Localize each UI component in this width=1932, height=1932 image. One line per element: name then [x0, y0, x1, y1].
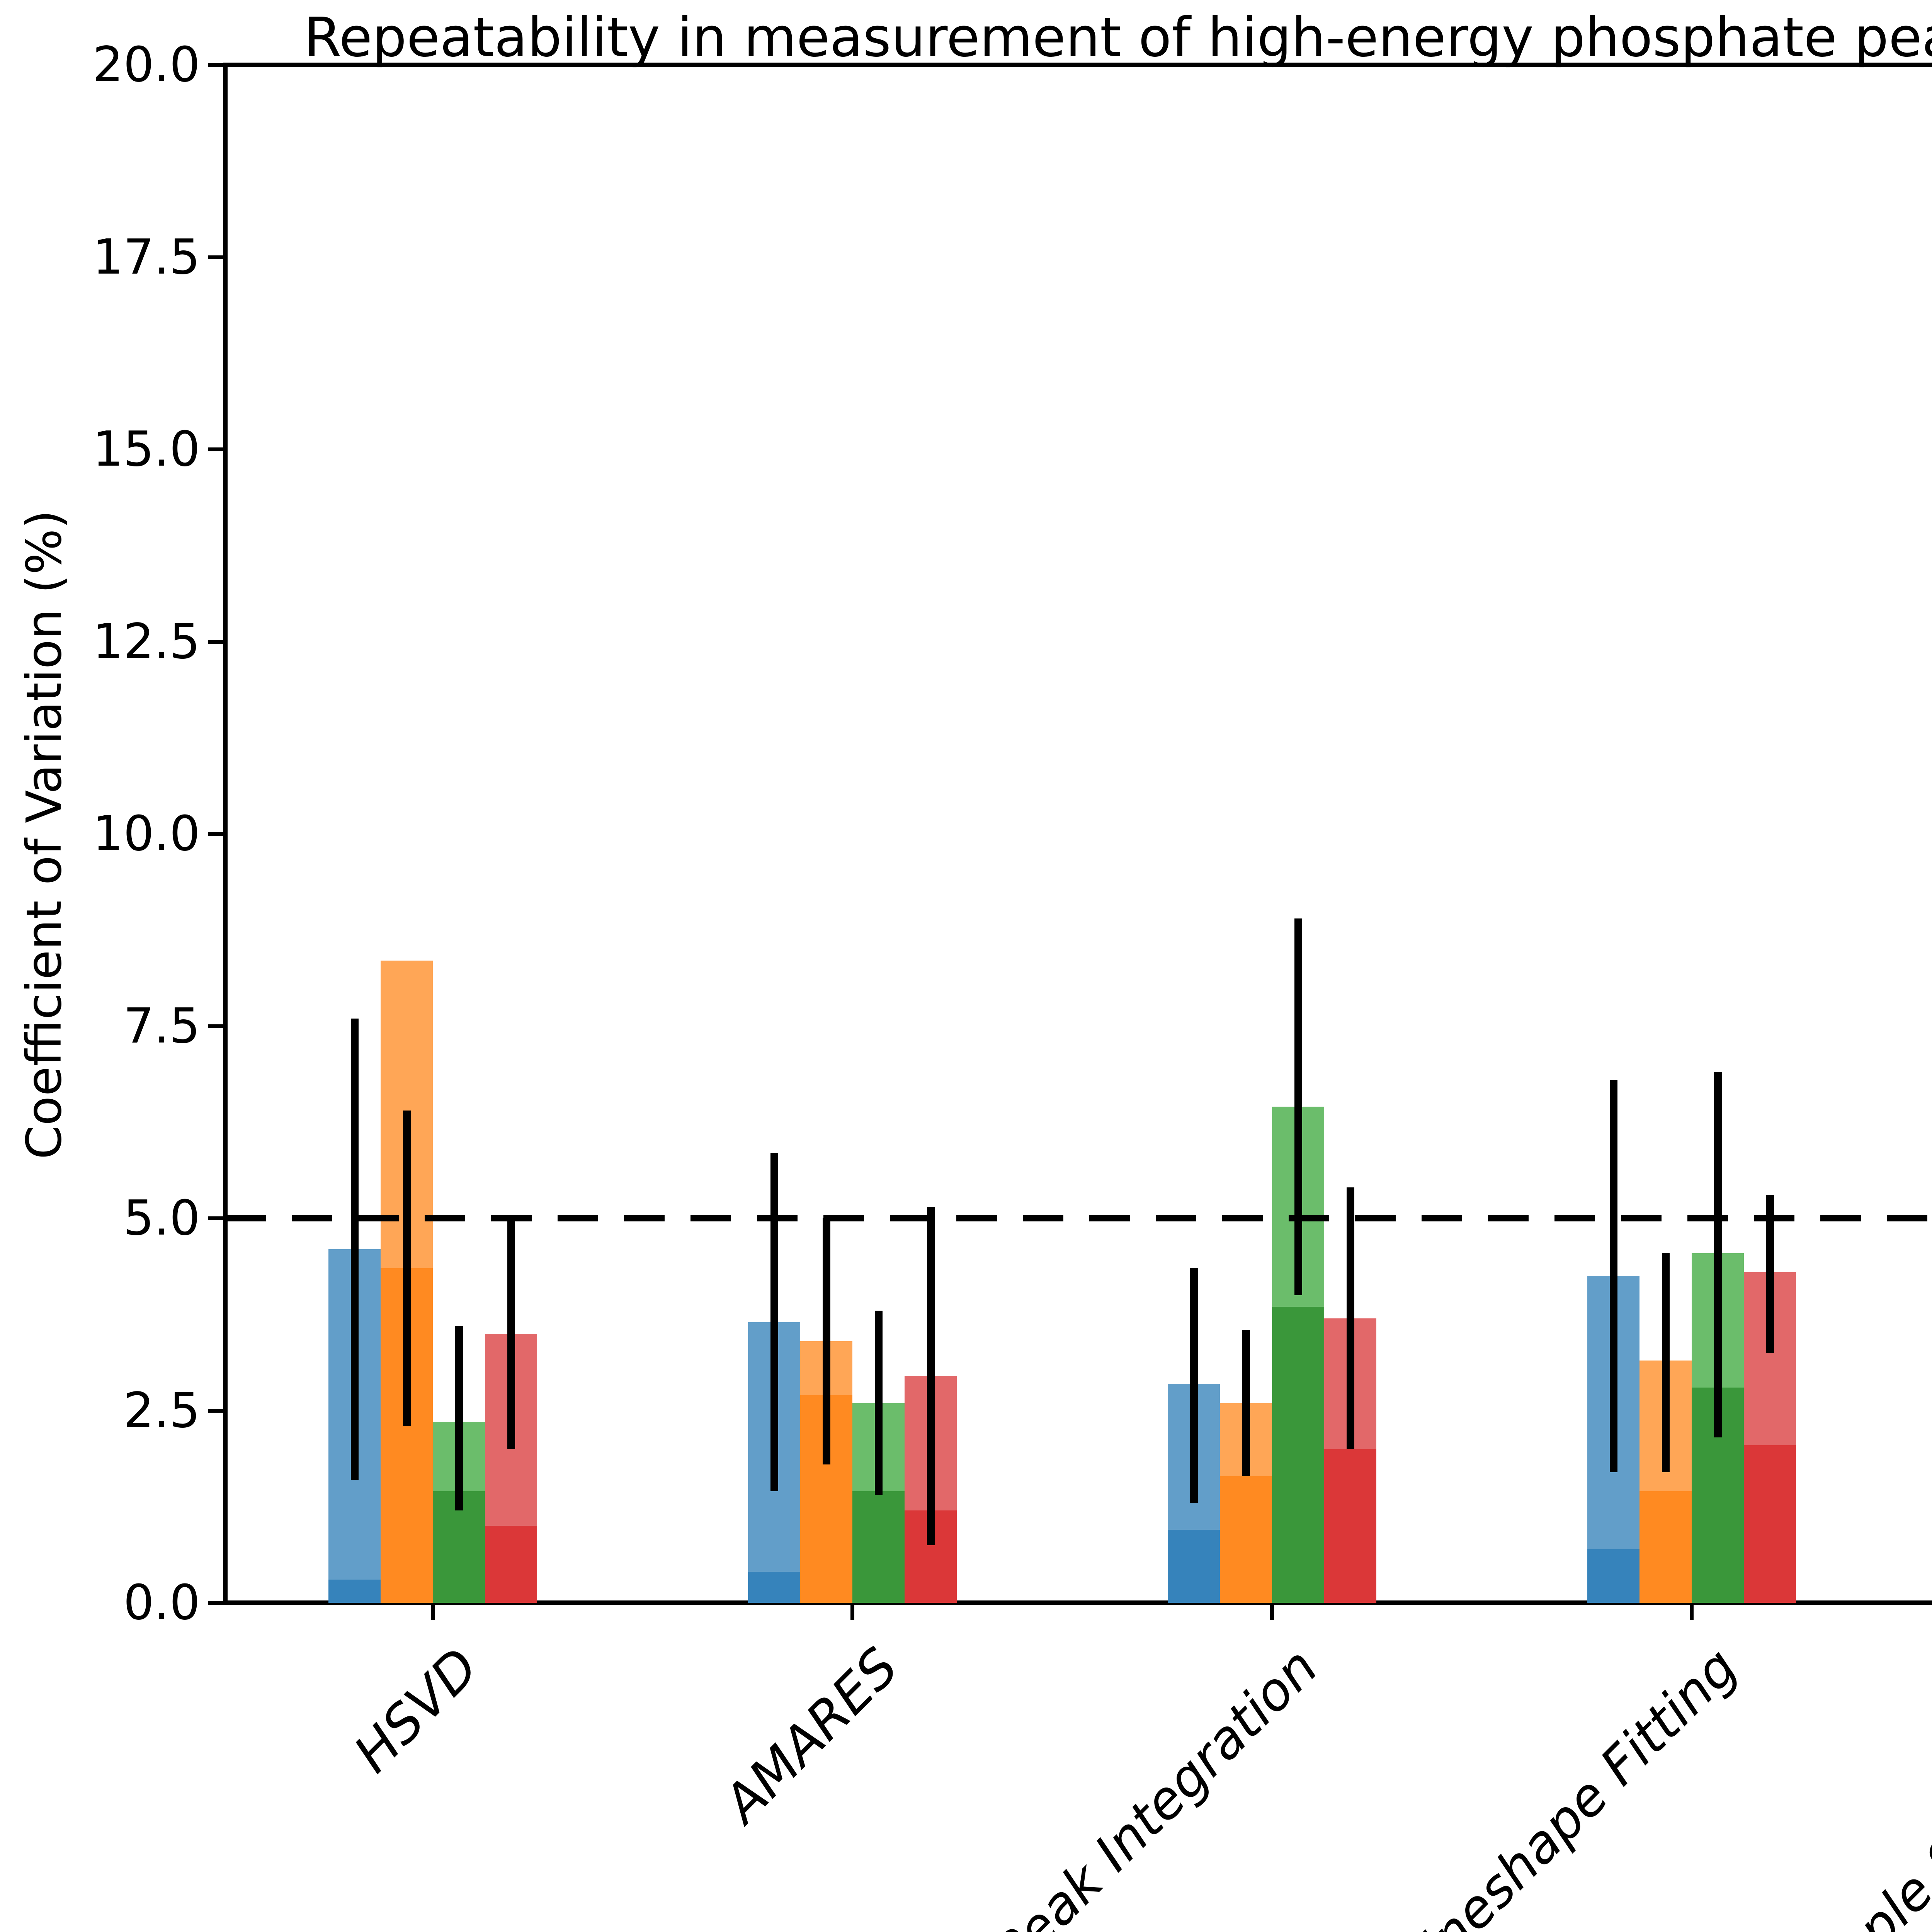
errorbar-atp-amares — [874, 1310, 883, 1495]
chart-title: Repeatability in measurement of high-ene… — [304, 6, 1932, 69]
bar-atp-peak-integration-overlap — [1220, 1476, 1272, 1603]
x-tick-hsvd — [431, 1603, 435, 1620]
threshold-dashed-line — [225, 1215, 1932, 1221]
bar-pcr-lineshape-fitting-overlap — [1587, 1549, 1639, 1603]
x-tick-peak-integration — [1270, 1603, 1274, 1620]
y-tick-label-5-0: 5.0 — [123, 1190, 200, 1246]
y-tick-7-5 — [208, 1024, 225, 1028]
bar-atp-lineshape-fitting-overlap — [1744, 1445, 1796, 1603]
errorbar-atp-lineshape-fitting — [1714, 1072, 1722, 1438]
y-tick-20-0 — [208, 63, 225, 67]
y-tick-label-0-0: 0.0 — [123, 1575, 200, 1631]
errorbar-atp-hsvd — [403, 1111, 411, 1426]
y-tick-10-0 — [208, 832, 225, 836]
errorbar-pcr-amares — [770, 1153, 778, 1492]
y-tick-label-20-0: 20.0 — [92, 37, 200, 93]
y-tick-17-5 — [208, 255, 225, 259]
x-tick-lineshape-fitting — [1690, 1603, 1694, 1620]
x-tick-amares — [850, 1603, 854, 1620]
y-tick-5-0 — [208, 1216, 225, 1220]
errorbar-atp-peak-integration — [1242, 1330, 1250, 1476]
y-tick-label-7-5: 7.5 — [123, 998, 200, 1054]
bar-pcr-hsvd-overlap — [328, 1580, 381, 1603]
y-tick-12-5 — [208, 639, 225, 644]
errorbar-atp-hsvd — [455, 1326, 463, 1511]
y-tick-label-2-5: 2.5 — [123, 1382, 200, 1439]
y-tick-label-10-0: 10.0 — [92, 806, 200, 862]
bar-atp-lineshape-fitting-overlap — [1639, 1491, 1692, 1603]
errorbar-atp-hsvd — [507, 1218, 515, 1449]
bar-atp-hsvd-overlap — [485, 1526, 537, 1603]
y-tick-15-0 — [208, 447, 225, 451]
bar-atp-amares-overlap — [852, 1491, 905, 1603]
errorbar-atp-lineshape-fitting — [1766, 1195, 1774, 1353]
bar-pcr-amares-overlap — [748, 1572, 800, 1603]
errorbar-atp-peak-integration — [1346, 1187, 1354, 1449]
y-tick-0-0 — [208, 1601, 225, 1605]
y-tick-2-5 — [208, 1408, 225, 1413]
bar-pcr-peak-integration-overlap — [1168, 1529, 1220, 1603]
bar-atp-peak-integration-overlap — [1324, 1449, 1376, 1603]
errorbar-pcr-lineshape-fitting — [1609, 1080, 1617, 1472]
y-tick-label-17-5: 17.5 — [92, 229, 200, 285]
y-tick-label-12-5: 12.5 — [92, 613, 200, 670]
errorbar-atp-peak-integration — [1294, 918, 1302, 1295]
x-tick-label-hsvd: HSVD — [342, 1636, 490, 1784]
errorbar-atp-amares — [927, 1207, 935, 1545]
errorbar-atp-lineshape-fitting — [1662, 1253, 1670, 1472]
bar-atp-peak-integration-overlap — [1272, 1306, 1324, 1603]
errorbar-pcr-peak-integration — [1190, 1268, 1198, 1503]
y-tick-label-15-0: 15.0 — [92, 421, 200, 477]
errorbar-pcr-hsvd — [350, 1018, 359, 1480]
errorbar-atp-amares — [822, 1218, 830, 1464]
